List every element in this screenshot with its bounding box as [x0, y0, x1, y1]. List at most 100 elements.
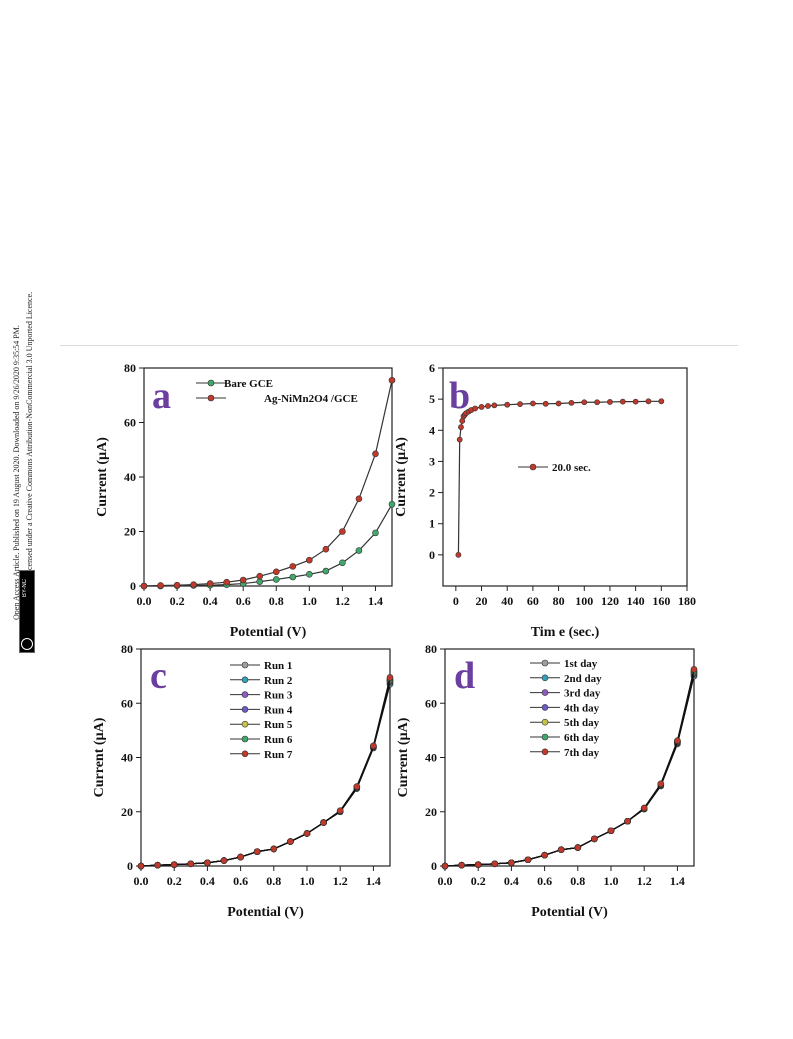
data-point	[187, 860, 195, 868]
x-tick-label: 20	[476, 594, 488, 608]
data-point	[355, 495, 363, 503]
y-tick-label: 20	[425, 805, 437, 819]
y-tick-label: 6	[429, 361, 435, 375]
data-point	[640, 804, 648, 812]
y-tick-label: 5	[429, 392, 435, 406]
data-point	[658, 398, 665, 405]
legend-marker	[541, 659, 549, 667]
legend-marker	[541, 733, 549, 741]
series-line	[457, 400, 662, 555]
x-tick-label: 80	[553, 594, 565, 608]
data-point	[256, 578, 264, 585]
legend-marker	[241, 735, 249, 743]
legend-label: 1st day	[564, 658, 598, 670]
x-tick-label: 1.4	[670, 874, 685, 888]
y-tick-label: 80	[425, 642, 437, 656]
data-point	[478, 404, 485, 410]
data-point	[320, 819, 327, 826]
x-tick-label: 0.8	[266, 874, 281, 888]
data-point	[504, 401, 511, 408]
license-sidebar: Open Access Article. Published on 19 Aug…	[0, 0, 50, 1039]
y-tick-label: 0	[127, 859, 133, 873]
x-tick-label: 0.8	[570, 874, 585, 888]
data-point	[339, 528, 346, 535]
legend-label: 4th day	[564, 702, 600, 714]
legend-marker	[541, 674, 549, 682]
data-point	[223, 578, 230, 586]
data-point	[355, 547, 363, 554]
y-tick-label: 40	[124, 470, 136, 484]
data-point	[529, 400, 536, 407]
x-tick-label: 0.4	[200, 874, 215, 888]
cc-license-badge[interactable]: BY-NC	[19, 570, 35, 653]
data-point	[353, 783, 361, 790]
legend-label: 7th day	[564, 747, 600, 759]
creative-commons-icon	[21, 638, 33, 650]
legend-marker	[241, 691, 249, 698]
x-tick-label: 0.2	[170, 594, 185, 608]
data-point	[591, 835, 598, 843]
y-tick-label: 0	[431, 859, 437, 873]
panel-letter: b	[449, 375, 470, 417]
legend-label: 3rd day	[564, 688, 601, 700]
data-point	[388, 376, 396, 384]
x-axis-label: Tim e (sec.)	[531, 625, 600, 640]
x-tick-label: 140	[627, 594, 645, 608]
data-point	[441, 862, 449, 870]
data-point	[287, 838, 294, 845]
legend-marker	[241, 750, 249, 758]
data-point	[220, 857, 228, 864]
x-tick-label: 0.0	[438, 874, 453, 888]
data-point	[306, 556, 313, 564]
data-point	[657, 780, 665, 788]
data-point	[272, 576, 280, 583]
data-point	[386, 674, 394, 681]
data-point	[557, 846, 565, 854]
legend-marker	[241, 720, 249, 728]
chart-panel-d: 0.0 0.2 0.4 0.6 0.8 1.0 1.2 1.4 0 20 40 60 80 Potenti…	[396, 642, 698, 920]
data-point	[272, 568, 280, 576]
legend-label: 6th day	[564, 732, 600, 744]
data-point	[137, 862, 145, 870]
y-tick-label: 80	[121, 642, 133, 656]
y-axis-label: Current (µA)	[396, 717, 411, 797]
data-point	[322, 545, 330, 553]
legend-label: Run 7	[264, 749, 293, 761]
data-point	[581, 399, 588, 406]
x-tick-label: 0.2	[167, 874, 182, 888]
data-point	[372, 529, 379, 537]
y-tick-label: 60	[124, 416, 136, 430]
x-tick-label: 1.4	[368, 594, 383, 608]
legend-label: 5th day	[564, 717, 600, 729]
chart-panel-c: 0.0 0.2 0.4 0.6 0.8 1.0 1.2 1.4 0 20 40 60 80 Potenti…	[92, 642, 394, 920]
data-point	[339, 559, 346, 567]
data-point	[555, 400, 562, 407]
legend-label: Ag-NiMn2O4 /GCE	[264, 393, 358, 405]
data-point	[237, 853, 244, 861]
data-point	[645, 398, 652, 405]
data-point	[140, 582, 148, 590]
data-point	[173, 581, 181, 589]
data-point	[455, 551, 462, 558]
x-tick-label: 160	[652, 594, 670, 608]
data-point	[459, 418, 466, 424]
data-point	[632, 398, 639, 405]
data-point	[322, 567, 330, 575]
data-point	[472, 405, 479, 412]
x-tick-label: 0.4	[504, 874, 519, 888]
legend-marker	[241, 676, 249, 684]
data-point	[306, 570, 313, 578]
legend-marker	[541, 718, 549, 726]
panel-letter: a	[152, 375, 171, 417]
y-tick-label: 0	[429, 548, 435, 562]
series-line	[444, 671, 695, 867]
y-tick-label: 1	[429, 517, 435, 531]
data-point	[674, 737, 681, 744]
x-tick-label: 1.2	[637, 874, 652, 888]
panel-letter: c	[150, 655, 167, 697]
legend-marker	[541, 704, 549, 711]
legend-marker	[541, 748, 549, 756]
data-point	[289, 563, 297, 570]
data-point	[204, 859, 211, 867]
